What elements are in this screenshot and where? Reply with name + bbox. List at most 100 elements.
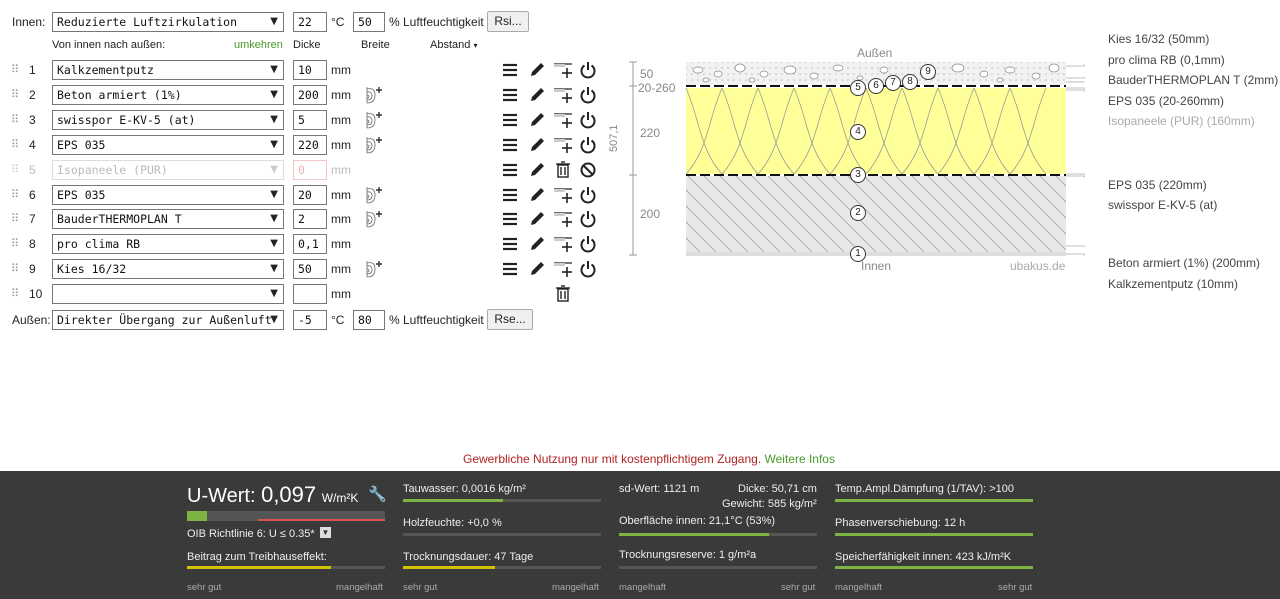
distance-header[interactable]: Abstand ▾ — [430, 39, 477, 51]
drag-handle-icon[interactable]: ⠿ — [11, 64, 19, 76]
inside-temp-input[interactable]: 22 — [293, 12, 327, 32]
disabled-icon[interactable] — [578, 160, 598, 180]
wrench-icon[interactable]: 🔧 — [368, 486, 387, 503]
dim-label: 200 — [640, 207, 661, 221]
add-layer-icon[interactable] — [553, 185, 573, 205]
trash-icon[interactable] — [553, 160, 573, 180]
pencil-icon[interactable] — [527, 160, 547, 180]
layer-thickness-input[interactable]: 2 — [293, 209, 327, 230]
layer-material-select[interactable]: swisspor E-KV-5 (at) ▼ — [52, 109, 284, 130]
scale-bad-label: mangelhaft — [552, 582, 600, 593]
wood-width-icon[interactable] — [365, 185, 385, 205]
menu-icon[interactable] — [500, 160, 520, 180]
dropdown-arrow-icon: ▼ — [270, 88, 278, 100]
power-icon[interactable] — [578, 185, 598, 205]
outside-humidity-input[interactable]: 80 — [353, 310, 385, 330]
drag-handle-icon[interactable]: ⠿ — [11, 88, 19, 101]
layer-thickness-input[interactable]: 220 — [293, 134, 327, 155]
power-icon[interactable] — [578, 259, 598, 279]
power-icon[interactable] — [578, 85, 598, 105]
drag-handle-icon[interactable]: ⠿ — [11, 138, 19, 151]
drag-handle-icon[interactable]: ⠿ — [11, 113, 19, 126]
layer-material-select[interactable]: EPS 035 ▼ — [52, 184, 284, 205]
layer-thickness-input[interactable]: 0 — [293, 159, 327, 180]
pencil-icon[interactable] — [527, 135, 547, 155]
menu-icon[interactable] — [500, 185, 520, 205]
drag-handle-icon[interactable]: ⠿ — [11, 188, 19, 201]
drag-handle-icon[interactable]: ⠿ — [11, 213, 19, 226]
layer-thickness-input[interactable] — [293, 284, 327, 305]
inside-climate-select[interactable]: Reduzierte Luftzirkulation ▼ — [52, 12, 284, 32]
layer-thickness-input[interactable]: 5 — [293, 109, 327, 130]
layer-thickness-input[interactable]: 10 — [293, 60, 327, 80]
wood-width-icon[interactable] — [365, 85, 385, 105]
wood-width-icon[interactable] — [365, 135, 385, 155]
layer-material-select[interactable]: Isopaneele (PUR) ▼ — [52, 159, 284, 180]
u-value-bar — [187, 511, 207, 521]
menu-icon[interactable] — [500, 259, 520, 279]
concrete-layer — [686, 176, 1066, 252]
power-icon[interactable] — [578, 135, 598, 155]
diagram-label: Isopaneele (PUR) (160mm) — [1108, 114, 1255, 128]
add-layer-icon[interactable] — [553, 209, 573, 229]
drag-handle-icon[interactable]: ⠿ — [11, 263, 19, 276]
surface-bar — [619, 533, 769, 536]
power-icon[interactable] — [578, 60, 598, 80]
rse-button[interactable]: Rse... — [487, 309, 533, 330]
power-icon[interactable] — [578, 234, 598, 254]
layer-thickness-input[interactable]: 0,1 — [293, 234, 327, 255]
add-layer-icon[interactable] — [553, 110, 573, 130]
wood-width-icon[interactable] — [365, 110, 385, 130]
pencil-icon[interactable] — [527, 185, 547, 205]
add-layer-icon[interactable] — [553, 60, 573, 80]
layer-thickness-unit: mm — [331, 287, 351, 302]
layer-material-select[interactable]: BauderTHERMOPLAN T ▼ — [52, 209, 284, 230]
menu-icon[interactable] — [500, 135, 520, 155]
outside-climate-value: Direkter Übergang zur Außenluft — [57, 313, 272, 327]
pencil-icon[interactable] — [527, 110, 547, 130]
power-icon[interactable] — [578, 209, 598, 229]
add-layer-icon[interactable] — [553, 259, 573, 279]
menu-icon[interactable] — [500, 60, 520, 80]
layer-material-select[interactable]: Kies 16/32 ▼ — [52, 259, 284, 280]
outside-temp-input[interactable]: -5 — [293, 310, 327, 330]
pencil-icon[interactable] — [527, 259, 547, 279]
menu-icon[interactable] — [500, 209, 520, 229]
pencil-icon[interactable] — [527, 209, 547, 229]
add-layer-icon[interactable] — [553, 85, 573, 105]
drag-handle-icon[interactable]: ⠿ — [11, 163, 19, 176]
layer-material-select[interactable]: ▼ — [52, 284, 284, 305]
inside-climate-value: Reduzierte Luftzirkulation — [57, 15, 238, 29]
wood-width-icon[interactable] — [365, 259, 385, 279]
more-info-link[interactable]: Weitere Infos — [764, 452, 835, 466]
add-layer-icon[interactable] — [553, 234, 573, 254]
inside-humidity-input[interactable]: 50 — [353, 12, 385, 32]
drag-handle-icon[interactable]: ⠿ — [11, 238, 19, 251]
layer-material-select[interactable]: pro clima RB ▼ — [52, 234, 284, 255]
outside-climate-select[interactable]: Direkter Übergang zur Außenluft ▼ — [52, 310, 284, 330]
layer-thickness-input[interactable]: 200 — [293, 84, 327, 105]
reverse-link[interactable]: umkehren — [234, 39, 283, 51]
power-icon[interactable] — [578, 110, 598, 130]
layer-thickness-input[interactable]: 50 — [293, 259, 327, 280]
layer-thickness-input[interactable]: 20 — [293, 184, 327, 205]
pencil-icon[interactable] — [527, 60, 547, 80]
menu-icon[interactable] — [500, 234, 520, 254]
drag-handle-icon[interactable]: ⠿ — [11, 288, 19, 301]
add-layer-icon[interactable] — [553, 135, 573, 155]
license-notice: Gewerbliche Nutzung nur mit kostenpflich… — [0, 452, 1280, 466]
dropdown-arrow-icon: ▼ — [270, 188, 278, 200]
pencil-icon[interactable] — [527, 234, 547, 254]
layer-material-select[interactable]: EPS 035 ▼ — [52, 134, 284, 155]
scale-bad-label: mangelhaft — [835, 582, 883, 593]
trash-icon[interactable] — [553, 284, 573, 304]
rsi-button[interactable]: Rsi... — [487, 11, 529, 32]
menu-icon[interactable] — [500, 85, 520, 105]
wood-width-icon[interactable] — [365, 209, 385, 229]
dropdown-arrow-icon[interactable]: ▼ — [320, 527, 331, 538]
layer-material-select[interactable]: Beton armiert (1%) ▼ — [52, 84, 284, 105]
menu-icon[interactable] — [500, 110, 520, 130]
layer-material-select[interactable]: Kalkzementputz ▼ — [52, 60, 284, 80]
layer-thickness-unit: mm — [331, 162, 351, 177]
pencil-icon[interactable] — [527, 85, 547, 105]
